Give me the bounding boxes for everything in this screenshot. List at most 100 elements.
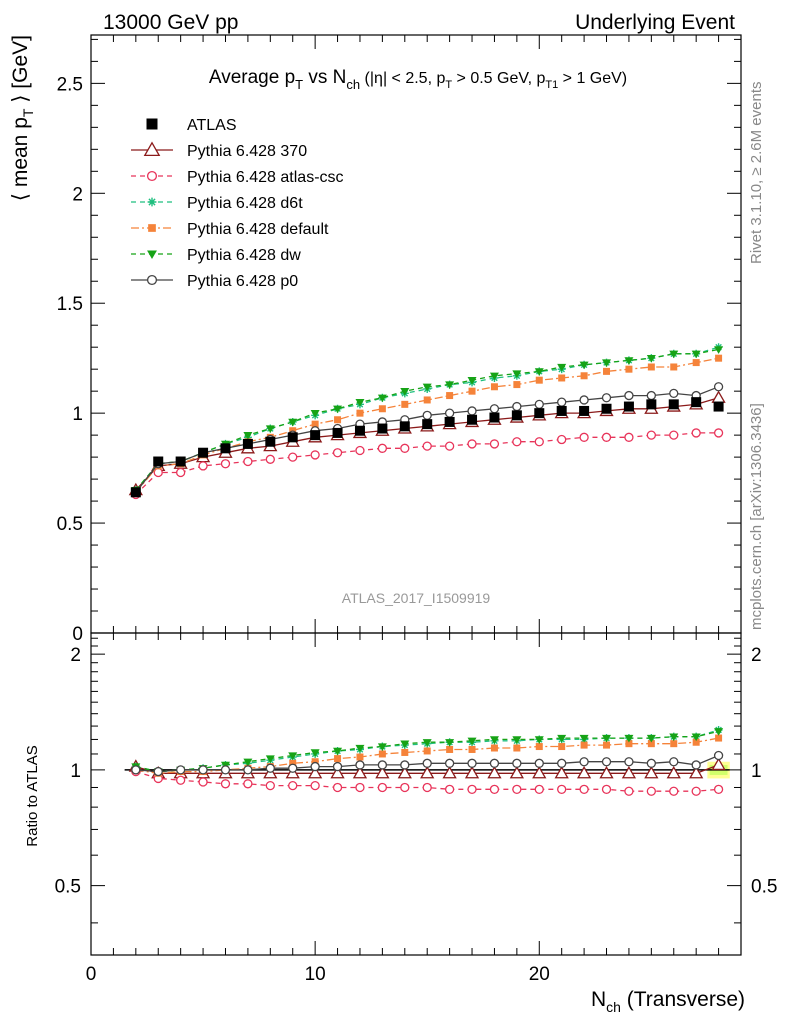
ratio-point-pythia-6-428-370 <box>576 765 592 779</box>
ratio-point-pythia-6-428-370 <box>375 765 390 779</box>
ratio-point-pythia-6-428-dw <box>445 739 455 747</box>
main-point-atlas <box>623 401 634 412</box>
ratio-point-pythia-6-428-default <box>446 745 454 753</box>
ratio-point-pythia-6-428-370 <box>599 765 614 779</box>
main-point-atlas <box>310 430 321 441</box>
main-point-pythia-6-428-default <box>647 363 655 371</box>
main-point-atlas <box>691 397 702 408</box>
ratio-point-pythia-6-428-atlas-csc <box>243 779 253 789</box>
ratio-point-pythia-6-428-default <box>603 741 611 749</box>
ratio-point-pythia-6-428-dw <box>624 734 634 743</box>
ratio-point-pythia-6-428-p0 <box>355 760 365 770</box>
ratio-y-tick-label: 0.5 <box>55 877 81 898</box>
ratio-y-tick-label-right: 0.5 <box>751 877 777 898</box>
ratio-point-pythia-6-428-370 <box>330 765 345 779</box>
ratio-point-pythia-6-428-atlas-csc <box>669 786 679 796</box>
ratio-point-pythia-6-428-default <box>334 755 342 763</box>
main-point-pythia-6-428-atlas-csc <box>198 461 208 471</box>
main-point-pythia-6-428-dw <box>243 431 253 440</box>
main-point-atlas <box>220 443 231 454</box>
legend: ATLAS Pythia 6.428 370 Pythia 6.428 atlas-… <box>131 117 344 290</box>
main-point-pythia-6-428-atlas-csc <box>489 439 500 449</box>
ratio-point-pythia-6-428-atlas-csc <box>691 786 701 796</box>
ratio-point-pythia-6-428-atlas-csc <box>601 784 612 794</box>
legend-label: ATLAS <box>187 117 237 134</box>
main-point-atlas <box>130 487 141 498</box>
main-point-pythia-6-428-default <box>603 367 611 375</box>
ratio-point-pythia-6-428-p0 <box>332 761 343 772</box>
ratio-point-pythia-6-428-370 <box>644 765 659 779</box>
main-point-pythia-6-428-atlas-csc <box>400 443 410 453</box>
main-point-pythia-6-428-dw <box>624 357 634 365</box>
main-point-pythia-6-428-atlas-csc <box>265 454 275 464</box>
ratio-point-pythia-6-428-atlas-csc <box>512 784 522 794</box>
main-point-pythia-6-428-atlas-csc <box>444 441 455 451</box>
main-point-pythia-6-428-370 <box>711 390 726 403</box>
main-point-pythia-6-428-atlas-csc <box>534 437 544 447</box>
ratio-point-pythia-6-428-p0 <box>131 765 141 775</box>
main-point-pythia-6-428-dw <box>646 355 656 363</box>
ratio-point-pythia-6-428-p0 <box>489 758 500 768</box>
ratio-point-pythia-6-428-atlas-csc <box>467 784 477 794</box>
ratio-point-pythia-6-428-default <box>311 758 319 766</box>
ratio-point-pythia-6-428-dw <box>534 736 544 744</box>
legend-marker <box>146 118 158 130</box>
main-point-pythia-6-428-p0 <box>713 382 724 392</box>
main-point-atlas <box>579 405 590 416</box>
ratio-point-pythia-6-428-dw <box>646 734 656 743</box>
main-point-pythia-6-428-atlas-csc <box>310 450 320 460</box>
main-point-pythia-6-428-p0 <box>489 404 500 414</box>
main-point-pythia-6-428-dw <box>288 418 298 427</box>
main-point-pythia-6-428-dw <box>400 388 410 396</box>
ratio-point-pythia-6-428-atlas-csc <box>176 775 186 785</box>
ratio-point-pythia-6-428-dw <box>467 737 477 746</box>
ratio-point-pythia-6-428-atlas-csc <box>198 777 208 787</box>
main-point-pythia-6-428-default <box>423 396 431 404</box>
ratio-point-pythia-6-428-p0 <box>153 766 163 777</box>
main-point-pythia-6-428-default <box>715 354 723 362</box>
ratio-series <box>128 725 726 796</box>
main-point-pythia-6-428-default <box>558 374 566 382</box>
main-point-pythia-6-428-atlas-csc <box>646 430 656 440</box>
ratio-point-pythia-6-428-370 <box>352 765 368 779</box>
ratio-point-pythia-6-428-dw <box>557 734 567 743</box>
main-y-tick-label: 0 <box>72 624 83 645</box>
ratio-point-pythia-6-428-dw <box>310 749 320 757</box>
ratio-point-pythia-6-428-dw <box>512 736 522 744</box>
main-point-atlas <box>489 412 500 423</box>
ratio-point-pythia-6-428-dw <box>714 728 724 736</box>
main-point-pythia-6-428-dw <box>557 363 567 372</box>
ratio-point-pythia-6-428-370 <box>509 765 524 779</box>
main-point-pythia-6-428-atlas-csc <box>288 452 298 462</box>
main-point-pythia-6-428-dw <box>669 350 679 359</box>
main-point-pythia-6-428-atlas-csc <box>557 434 567 445</box>
main-point-pythia-6-428-atlas-csc <box>691 428 701 438</box>
ratio-point-pythia-6-428-p0 <box>288 763 298 773</box>
main-point-atlas <box>265 436 276 447</box>
main-point-atlas <box>422 419 433 430</box>
main-y-tick-label: 1 <box>72 404 83 425</box>
main-point-pythia-6-428-atlas-csc <box>669 430 679 440</box>
main-series <box>128 343 726 500</box>
ratio-point-pythia-6-428-default <box>356 753 364 761</box>
main-point-pythia-6-428-p0 <box>624 390 634 401</box>
legend-label: Pythia 6.428 atlas-csc <box>187 169 344 186</box>
main-point-pythia-6-428-p0 <box>512 401 522 412</box>
main-point-pythia-6-428-atlas-csc <box>624 432 634 442</box>
main-point-pythia-6-428-dw <box>445 381 455 390</box>
main-y-tick-label: 0.5 <box>57 514 83 535</box>
legend-label: Pythia 6.428 dw <box>187 247 301 264</box>
legend-label: Pythia 6.428 p0 <box>187 273 298 290</box>
ratio-point-pythia-6-428-atlas-csc <box>489 784 500 794</box>
ratio-point-pythia-6-428-370 <box>487 765 502 779</box>
ratio-plot-frame <box>90 632 742 956</box>
main-point-pythia-6-428-default <box>670 363 678 371</box>
ratio-point-pythia-6-428-default <box>289 759 297 767</box>
main-point-pythia-6-428-dw <box>355 399 365 407</box>
main-point-atlas <box>153 456 164 467</box>
ratio-point-pythia-6-428-atlas-csc <box>579 784 589 794</box>
main-point-atlas <box>354 425 365 436</box>
ratio-point-pythia-6-428-dw <box>355 744 365 753</box>
main-point-atlas <box>646 399 657 410</box>
ratio-point-pythia-6-428-default <box>468 745 476 753</box>
